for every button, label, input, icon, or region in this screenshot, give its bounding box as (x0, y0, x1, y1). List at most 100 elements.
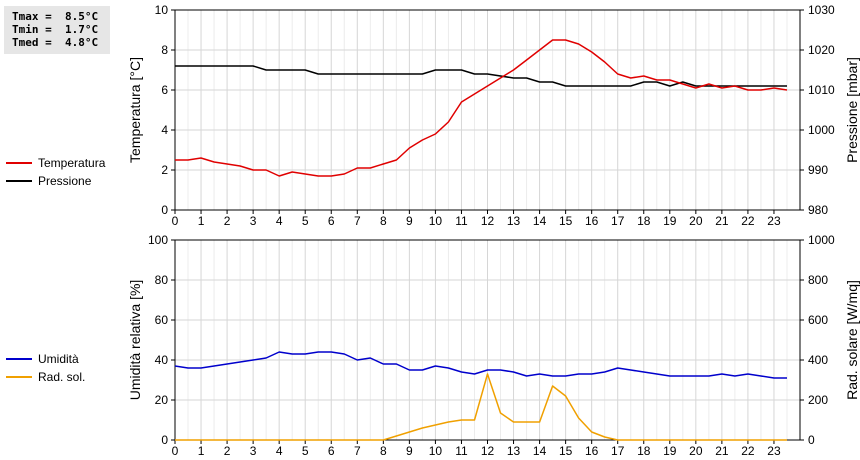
y-tick-label-right: 1010 (808, 83, 835, 97)
x-tick-label: 14 (533, 444, 547, 458)
y-tick-label-right: 400 (808, 353, 828, 367)
x-tick-label: 13 (507, 214, 521, 228)
y-tick-label-left: 4 (161, 123, 168, 137)
y-axis-title-left: Temperatura [°C] (127, 57, 143, 163)
x-tick-label: 6 (328, 214, 335, 228)
x-tick-label: 11 (455, 214, 468, 228)
legend-item-temperatura: Temperatura (6, 154, 105, 172)
stat-label: Tmax (12, 10, 39, 23)
stat-value: 4.8°C (65, 36, 99, 49)
x-tick-label: 23 (767, 444, 781, 458)
x-tick-label: 22 (741, 214, 755, 228)
legend-swatch (6, 376, 32, 378)
x-tick-label: 2 (224, 444, 231, 458)
y-tick-label-right: 980 (808, 203, 828, 217)
x-tick-label: 11 (455, 444, 468, 458)
y-tick-label-left: 100 (148, 233, 168, 247)
y-tick-label-left: 20 (155, 393, 169, 407)
legend-item-umidita: Umidità (6, 350, 85, 368)
x-tick-label: 16 (585, 214, 599, 228)
y-tick-label-right: 200 (808, 393, 828, 407)
y-tick-label-left: 0 (161, 433, 168, 447)
y-tick-label-right: 0 (808, 433, 815, 447)
x-tick-label: 5 (302, 214, 309, 228)
legend-item-rad-sol: Rad. sol. (6, 368, 85, 386)
stat-value: 8.5°C (65, 10, 99, 23)
x-tick-label: 17 (611, 214, 625, 228)
x-tick-label: 6 (328, 444, 335, 458)
x-tick-label: 19 (663, 214, 677, 228)
x-tick-label: 21 (715, 444, 729, 458)
stat-value: 1.7°C (65, 23, 99, 36)
legend-top: Temperatura Pressione (6, 154, 105, 190)
y-tick-label-right: 990 (808, 163, 828, 177)
x-tick-label: 10 (429, 214, 443, 228)
x-tick-label: 4 (276, 444, 283, 458)
x-tick-label: 9 (406, 444, 413, 458)
y-tick-label-left: 80 (155, 273, 169, 287)
y-tick-label-left: 8 (161, 43, 168, 57)
stat-label: Tmed (12, 36, 39, 49)
x-tick-label: 16 (585, 444, 599, 458)
x-tick-label: 2 (224, 214, 231, 228)
series-line-temperatura (175, 39, 788, 177)
x-tick-label: 3 (250, 214, 257, 228)
y-axis-title-right: Pressione [mbar] (844, 57, 860, 163)
y-axis-title-left: Umidità relativa [%] (127, 280, 143, 401)
x-tick-label: 22 (741, 444, 755, 458)
y-tick-label-right: 600 (808, 313, 828, 327)
legend-label: Pressione (38, 174, 92, 188)
series-line-pressione (175, 65, 787, 87)
legend-bottom: Umidità Rad. sol. (6, 350, 85, 386)
y-tick-label-left: 6 (161, 83, 168, 97)
x-tick-label: 19 (663, 444, 677, 458)
x-tick-label: 8 (380, 214, 387, 228)
y-tick-label-left: 2 (161, 163, 168, 177)
x-tick-label: 10 (429, 444, 443, 458)
legend-label: Umidità (38, 352, 79, 366)
stat-row-tmin: Tmin = 1.7°C (12, 23, 99, 36)
legend-label: Temperatura (38, 156, 106, 170)
x-tick-label: 9 (406, 214, 413, 228)
x-tick-label: 7 (354, 444, 361, 458)
x-tick-label: 18 (637, 214, 651, 228)
legend-swatch (6, 180, 32, 182)
legend-swatch (6, 162, 32, 164)
y-axis-title-right: Rad. solare [W/mq] (844, 280, 860, 400)
y-tick-label-right: 1000 (808, 123, 835, 137)
legend-swatch (6, 358, 32, 360)
x-tick-label: 17 (611, 444, 625, 458)
y-tick-label-right: 1020 (808, 43, 835, 57)
x-tick-label: 12 (481, 214, 495, 228)
x-tick-label: 12 (481, 444, 495, 458)
x-tick-label: 23 (767, 214, 781, 228)
x-tick-label: 7 (354, 214, 361, 228)
stat-row-tmax: Tmax = 8.5°C (12, 10, 99, 23)
x-tick-label: 14 (533, 214, 547, 228)
series-line-rad-sol (175, 373, 787, 441)
y-tick-label-right: 1030 (808, 3, 835, 17)
x-tick-label: 1 (198, 444, 205, 458)
x-tick-label: 4 (276, 214, 283, 228)
stats-box: Tmax = 8.5°C Tmin = 1.7°C Tmed = 4.8°C (4, 6, 110, 54)
legend-label: Rad. sol. (38, 370, 86, 384)
y-tick-label-right: 800 (808, 273, 828, 287)
x-tick-label: 3 (250, 444, 257, 458)
y-tick-label-left: 0 (161, 203, 168, 217)
stat-row-tmed: Tmed = 4.8°C (12, 36, 99, 49)
x-tick-label: 13 (507, 444, 521, 458)
x-tick-label: 5 (302, 444, 309, 458)
x-tick-label: 15 (559, 444, 573, 458)
y-tick-label-right: 1000 (808, 233, 835, 247)
x-tick-label: 0 (172, 214, 179, 228)
x-tick-label: 20 (689, 444, 703, 458)
y-tick-label-left: 60 (155, 313, 169, 327)
x-tick-label: 0 (172, 444, 179, 458)
x-tick-label: 8 (380, 444, 387, 458)
x-tick-label: 15 (559, 214, 573, 228)
x-tick-label: 20 (689, 214, 703, 228)
y-tick-label-left: 40 (155, 353, 169, 367)
stat-label: Tmin (12, 23, 39, 36)
y-tick-label-left: 10 (155, 3, 169, 17)
